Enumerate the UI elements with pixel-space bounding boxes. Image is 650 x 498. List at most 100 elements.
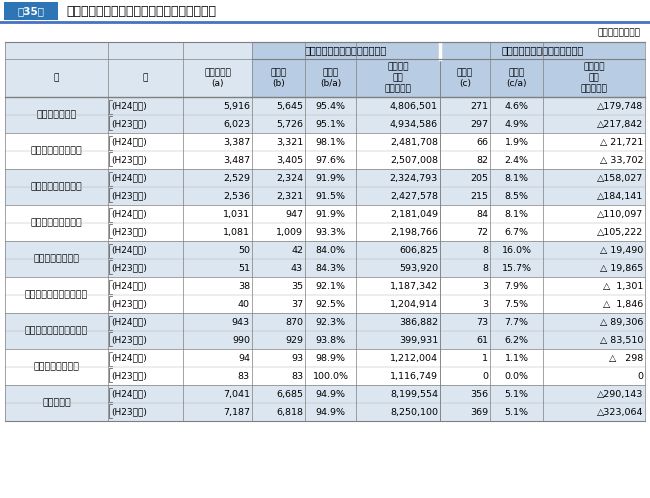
Bar [5, 331, 645, 349]
Text: 3,405: 3,405 [276, 155, 303, 164]
Text: △105,222: △105,222 [597, 228, 643, 237]
Text: 第三セクター計: 第三セクター計 [36, 111, 77, 120]
Bar [5, 403, 645, 421]
Text: 2,198,766: 2,198,766 [390, 228, 438, 237]
Bar [5, 133, 645, 151]
Text: △  1,846: △ 1,846 [603, 299, 643, 308]
Text: 1,031: 1,031 [223, 210, 250, 219]
Text: 1,187,342: 1,187,342 [390, 281, 438, 290]
Text: 37: 37 [291, 299, 303, 308]
Text: (H24調査): (H24調査) [111, 389, 147, 398]
Text: △217,842: △217,842 [597, 120, 643, 128]
Text: 純資産額
又は
正味財産額: 純資産額 又は 正味財産額 [580, 62, 608, 94]
Text: (H23調査): (H23調査) [111, 299, 147, 308]
Bar [5, 259, 645, 277]
Text: 6.7%: 6.7% [504, 228, 528, 237]
Text: 5,726: 5,726 [276, 120, 303, 128]
Text: 38: 38 [238, 281, 250, 290]
Bar [305, 59, 356, 97]
Text: (H23調査): (H23調査) [111, 228, 147, 237]
Text: 40: 40 [238, 299, 250, 308]
Text: △290,143: △290,143 [597, 389, 643, 398]
Text: 93.3%: 93.3% [315, 228, 346, 237]
Text: 第35表: 第35表 [18, 6, 44, 16]
Text: △ 19,490: △ 19,490 [600, 246, 643, 254]
Text: 総　　　計: 総 計 [42, 398, 71, 407]
Text: 地方独立行政法人: 地方独立行政法人 [34, 363, 79, 372]
Text: 1,204,914: 1,204,914 [390, 299, 438, 308]
Text: 会　社　法　法　人: 会 社 法 法 人 [31, 182, 83, 192]
Text: 資産が負債を上回っている法人: 資産が負債を上回っている法人 [305, 45, 387, 55]
Bar [5, 205, 645, 223]
Text: 7,187: 7,187 [223, 407, 250, 416]
Text: 構成比
(b/a): 構成比 (b/a) [320, 68, 341, 88]
Text: 1,009: 1,009 [276, 228, 303, 237]
Text: △323,064: △323,064 [597, 407, 643, 416]
Text: 7.9%: 7.9% [504, 281, 528, 290]
Text: 92.1%: 92.1% [315, 281, 346, 290]
Text: (H23調査): (H23調査) [111, 407, 147, 416]
Bar [5, 151, 645, 169]
Text: 社団法人・財団法人: 社団法人・財団法人 [31, 146, 83, 155]
Bar [5, 367, 645, 385]
Text: 法人数
(c): 法人数 (c) [457, 68, 473, 88]
Text: 6,818: 6,818 [276, 407, 303, 416]
Text: (H23調査): (H23調査) [111, 336, 147, 345]
Text: 1,081: 1,081 [223, 228, 250, 237]
Text: 5.1%: 5.1% [504, 389, 528, 398]
Text: 2,181,049: 2,181,049 [390, 210, 438, 219]
Text: 7.7%: 7.7% [504, 318, 528, 327]
Bar [5, 97, 645, 115]
Bar [4, 2, 58, 20]
Bar [5, 313, 645, 331]
Text: 0.0%: 0.0% [504, 372, 528, 380]
Text: (H23調査): (H23調査) [111, 120, 147, 128]
Text: 84.3%: 84.3% [315, 263, 346, 272]
Text: 0: 0 [482, 372, 488, 380]
Text: 84.0%: 84.0% [315, 246, 346, 254]
Text: △179,748: △179,748 [597, 102, 643, 111]
Text: 構成比
(c/a): 構成比 (c/a) [506, 68, 526, 88]
Text: 215: 215 [470, 192, 488, 201]
Text: (H24調査): (H24調査) [111, 102, 147, 111]
Text: 43: 43 [291, 263, 303, 272]
Text: 2,536: 2,536 [223, 192, 250, 201]
Bar [5, 223, 645, 241]
Text: 0: 0 [637, 372, 643, 380]
Text: 4.6%: 4.6% [504, 102, 528, 111]
Text: 3,387: 3,387 [223, 137, 250, 146]
Text: 1: 1 [482, 354, 488, 363]
Text: 1.9%: 1.9% [504, 137, 528, 146]
Text: (H23調査): (H23調査) [111, 263, 147, 272]
Bar [0, 0, 650, 22]
Text: 98.9%: 98.9% [315, 354, 346, 363]
Text: 法人数
(b): 法人数 (b) [270, 68, 287, 88]
Text: 72: 72 [476, 228, 488, 237]
Text: △  1,301: △ 1,301 [603, 281, 643, 290]
Text: 8.5%: 8.5% [504, 192, 528, 201]
Text: 84: 84 [476, 210, 488, 219]
Text: 土　地　開　発　公　社: 土 地 開 発 公 社 [25, 327, 88, 336]
Bar [5, 169, 645, 187]
Text: 92.5%: 92.5% [315, 299, 346, 308]
Text: 66: 66 [476, 137, 488, 146]
Text: 356: 356 [470, 389, 488, 398]
Text: 94.9%: 94.9% [315, 407, 346, 416]
Text: 全体法人数
(a): 全体法人数 (a) [204, 68, 231, 88]
Text: (H24調査): (H24調査) [111, 210, 147, 219]
Text: 3: 3 [482, 281, 488, 290]
Bar [543, 59, 645, 97]
Bar [5, 115, 645, 133]
Text: 593,920: 593,920 [399, 263, 438, 272]
Text: 399,931: 399,931 [398, 336, 438, 345]
Text: 42: 42 [291, 246, 303, 254]
Text: △184,141: △184,141 [597, 192, 643, 201]
Text: 区: 区 [54, 74, 59, 83]
Text: 8,199,554: 8,199,554 [390, 389, 438, 398]
Text: 83: 83 [238, 372, 250, 380]
Text: （単位　百万円）: （単位 百万円） [598, 28, 641, 37]
Text: 5.1%: 5.1% [504, 407, 528, 416]
Text: 4,806,501: 4,806,501 [390, 102, 438, 111]
Text: (H24調査): (H24調査) [111, 137, 147, 146]
Text: 6,023: 6,023 [223, 120, 250, 128]
